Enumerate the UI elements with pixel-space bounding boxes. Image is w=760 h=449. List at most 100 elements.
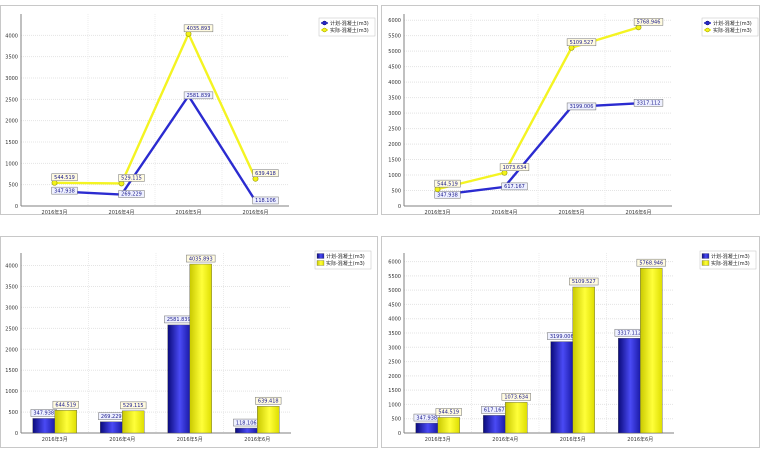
legend-box — [314, 250, 372, 270]
data-label-box — [120, 401, 147, 410]
data-label: 118.106 — [255, 198, 276, 204]
bar — [235, 427, 258, 434]
data-label: 544.519 — [437, 181, 458, 187]
bar — [505, 402, 528, 434]
series-line — [54, 30, 257, 185]
y-tick-label: 3500 — [388, 96, 401, 102]
y-tick-label: 4000 — [5, 33, 18, 39]
y-tick-label: 4000 — [388, 80, 401, 86]
y-tick-label: 1000 — [5, 161, 18, 167]
y-tick-label: 5500 — [388, 274, 401, 280]
x-tick-label: 2016年5月 — [560, 436, 586, 443]
bar — [618, 338, 641, 434]
data-label-box — [52, 400, 79, 409]
data-label: 118.106 — [236, 420, 257, 426]
data-label: 4035.893 — [187, 26, 211, 32]
data-label-box — [501, 182, 528, 191]
x-tick-label: 2016年6月 — [627, 436, 653, 443]
legend-label: 实际-混凝土(m3) — [711, 260, 750, 267]
data-label: 347.938 — [54, 188, 75, 194]
y-tick-label: 5500 — [388, 34, 401, 40]
data-label: 1073.634 — [503, 165, 527, 171]
y-tick-label: 0 — [15, 204, 18, 210]
y-tick-label: 2000 — [388, 374, 401, 380]
data-label: 347.938 — [33, 411, 54, 417]
legend-label: 计划-混凝土(m3) — [330, 20, 369, 27]
y-tick-label: 5000 — [388, 288, 401, 294]
y-tick-label: 3000 — [388, 345, 401, 351]
data-label: 639.418 — [255, 171, 276, 177]
y-tick-label: 2500 — [5, 326, 18, 332]
y-tick-label: 4000 — [5, 264, 18, 270]
bar — [640, 267, 663, 434]
y-tick-label: 500 — [8, 410, 18, 416]
chart-bar-cumulative: 0 500 1000 1500 2000 2500 3000 3500 4000 4500 5000… — [388, 250, 757, 443]
data-label-box — [118, 174, 145, 182]
y-tick-label: 3000 — [5, 305, 18, 311]
chart-panel-bar-cumulative: 0 500 1000 1500 2000 2500 3000 3500 4000 4500 5000… — [381, 236, 760, 448]
data-label-box — [633, 99, 664, 107]
bar — [572, 286, 595, 434]
legend-label: 计划-混凝土(m3) — [713, 20, 752, 27]
x-tick-label: 2016年4月 — [109, 436, 135, 443]
data-label-box — [51, 173, 78, 182]
legend-box — [318, 17, 376, 37]
data-label: 2581.839 — [167, 317, 191, 323]
legend-swatch-marker — [322, 27, 327, 33]
data-label: 3317.112 — [637, 100, 661, 106]
bar — [550, 341, 573, 434]
legend-label: 实际-混凝土(m3) — [713, 27, 752, 34]
data-label: 5768.946 — [639, 260, 663, 266]
y-tick-label: 5000 — [388, 49, 401, 55]
legend-swatch — [316, 260, 325, 266]
y-tick-label: 1000 — [5, 389, 18, 395]
bar — [189, 263, 212, 434]
y-tick-label: 1000 — [388, 173, 401, 179]
data-label: 639.418 — [258, 398, 279, 404]
data-label: 2581.839 — [187, 93, 211, 99]
series-line — [437, 102, 639, 197]
y-tick-label: 6000 — [388, 260, 401, 266]
data-label-box — [434, 190, 461, 199]
data-label: 544.519 — [438, 410, 459, 416]
chart-panel-line-monthly: 0 500 1000 1500 2000 2500 3000 3500 4000 2016年3月 2… — [0, 5, 378, 216]
data-label-box — [434, 179, 461, 188]
legend-box — [699, 250, 757, 270]
legend-swatch-marker — [705, 27, 710, 33]
data-label: 3199.006 — [550, 334, 574, 340]
bar — [32, 418, 55, 434]
data-label-box — [186, 254, 216, 263]
legend-swatch-marker — [322, 20, 327, 26]
data-label-box — [499, 163, 530, 172]
x-tick-label: 2016年3月 — [425, 209, 451, 216]
bar — [415, 422, 438, 434]
y-tick-label: 2500 — [388, 127, 401, 133]
data-label: 5109.527 — [572, 279, 596, 285]
x-tick-label: 2016年5月 — [176, 209, 202, 216]
data-label: 269.229 — [121, 192, 142, 198]
legend-label: 计划-混凝土(m3) — [326, 253, 365, 260]
x-tick-label: 2016年4月 — [109, 209, 135, 216]
series-line — [54, 93, 257, 202]
y-tick-label: 4500 — [388, 302, 401, 308]
bar — [122, 410, 145, 434]
y-tick-label: 1500 — [5, 368, 18, 374]
y-tick-label: 6000 — [388, 18, 401, 24]
y-tick-label: 3000 — [388, 111, 401, 117]
x-tick-label: 2016年3月 — [425, 436, 451, 443]
chart-line-cumulative: 0 500 1000 1500 2000 2500 3000 3500 4000 4500 5000… — [388, 14, 759, 216]
x-tick-label: 2016年4月 — [492, 436, 518, 443]
bar — [167, 324, 190, 434]
data-label: 4035.893 — [189, 256, 213, 262]
bar — [54, 410, 77, 434]
x-tick-label: 2016年6月 — [626, 209, 652, 216]
x-tick-label: 2016年3月 — [42, 209, 68, 216]
data-label: 644.519 — [55, 402, 76, 408]
y-tick-label: 2000 — [5, 347, 18, 353]
legend-label: 实际-混凝土(m3) — [330, 27, 369, 34]
data-label-box — [255, 396, 282, 405]
y-tick-label: 2000 — [5, 119, 18, 125]
x-tick-label: 2016年5月 — [177, 436, 203, 443]
data-label-box — [633, 18, 664, 26]
chart-panel-bar-monthly: 0 500 1000 1500 2000 2500 3000 3500 4000 2016年3月 2… — [0, 236, 378, 448]
